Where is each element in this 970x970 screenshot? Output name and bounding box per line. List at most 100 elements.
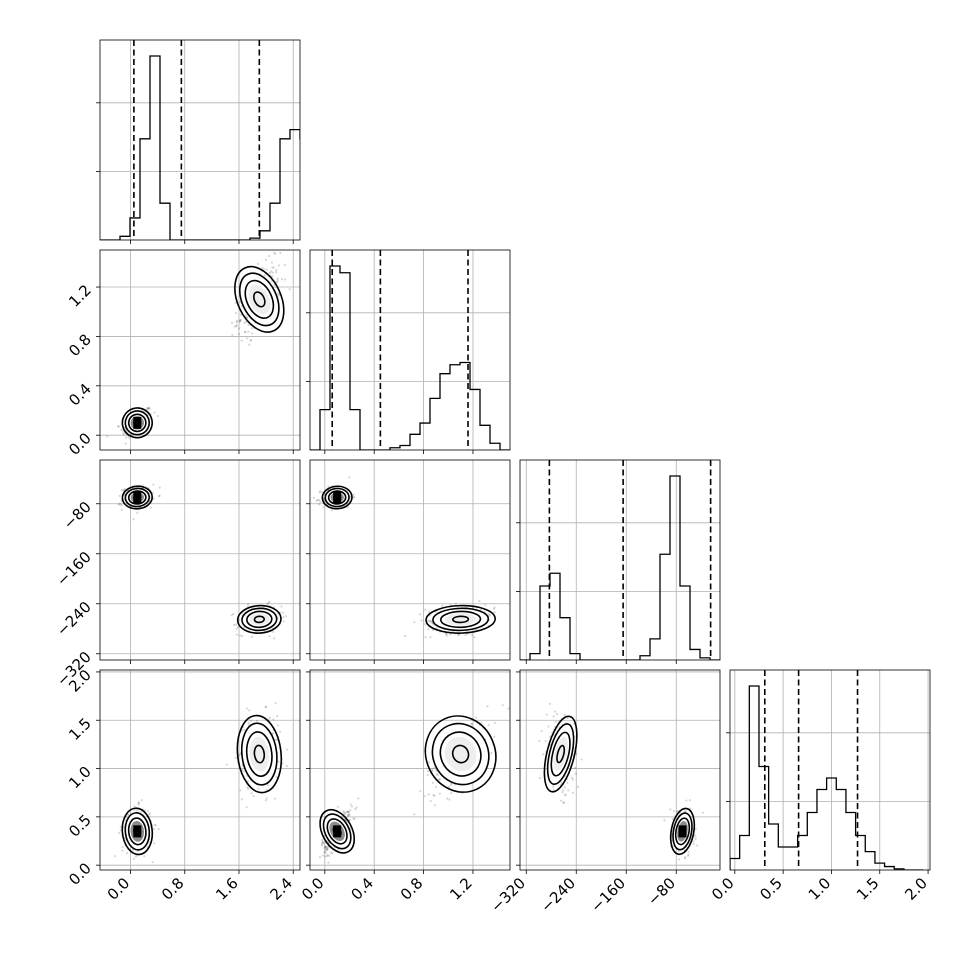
sample-point [271,271,274,274]
sample-point [264,705,267,709]
sample-point [331,852,334,855]
sample-point [157,494,161,498]
sample-point [152,483,155,486]
sample-point [153,823,156,826]
sample-point [252,794,255,798]
sample-points [106,251,291,445]
density-peak [678,825,687,838]
panel-1-1 [306,249,511,454]
sample-point [692,840,695,843]
sample-point [554,710,557,713]
contour-level-0 [236,714,283,794]
sample-point [283,263,286,267]
y-tick-label: 0.0 [65,429,95,459]
sample-point [431,769,434,773]
sample-point [343,813,346,816]
contour-level-1 [546,723,575,786]
sample-point [447,785,451,788]
sample-point [124,442,127,445]
sample-point [560,799,563,802]
sample-point [156,414,160,418]
sample-point [352,817,355,820]
sample-point [419,789,422,793]
sample-point [246,603,250,606]
contour-level-1 [238,272,280,327]
y-tick-label: 0.8 [65,331,95,361]
sample-point [429,636,432,639]
sample-point [433,794,436,797]
sample-point [327,485,330,488]
sample-point [276,714,279,718]
density-peak [333,491,342,504]
sample-point [148,813,151,816]
sample-point [245,707,248,710]
sample-point [128,436,131,440]
sample-point [133,805,136,808]
sample-point [245,806,248,809]
y-tick-label: 1.5 [65,714,95,744]
sample-point [336,805,339,808]
sample-point [326,854,329,858]
sample-point [683,856,687,859]
sample-point [273,251,276,254]
panel-1-0: 0.0 0.4 0.8 1.2 [65,249,301,459]
sample-point [347,815,350,818]
sample-point [445,632,448,636]
sample-point [685,799,688,802]
sample-point [158,494,161,497]
sample-point [134,855,137,858]
x-tick-label: 1.0 [805,874,835,904]
sample-point [349,803,352,806]
panel-0-0 [96,39,301,244]
sample-point [152,827,156,831]
sample-point [232,623,236,627]
sample-point [435,785,438,789]
sample-point [234,756,237,759]
sample-point [122,433,125,436]
sample-point [247,323,250,326]
sample-point [122,489,125,492]
contour-level-3 [452,615,470,624]
sample-point [268,271,272,274]
sample-point [238,320,241,323]
sample-point [413,813,416,816]
sample-point [573,766,577,769]
sample-point [326,853,329,856]
contour-level-3 [556,744,566,764]
sample-point [244,314,248,317]
sample-point [321,841,325,844]
sample-point [151,861,154,864]
sample-point [246,337,249,340]
sample-point [267,601,270,605]
sample-point [118,494,121,498]
sample-point [542,753,545,756]
sample-point [248,709,251,712]
sample-point [315,499,318,502]
density-core [445,613,477,626]
sample-point [136,511,139,514]
sample-point [677,858,681,861]
sample-point [267,784,270,787]
sample-point [263,274,266,277]
sample-point [265,789,268,792]
sample-point [436,774,439,777]
sample-point [146,809,150,813]
sample-point [347,810,350,814]
sample-point [240,339,243,342]
sample-point [288,288,291,291]
sample-point [152,497,155,500]
sample-point [318,491,321,494]
sample-point [235,627,238,630]
sample-point [272,718,275,721]
contour-level-1 [124,812,151,851]
contour-level-2 [439,731,482,777]
sample-point [450,792,453,795]
sample-point [688,799,692,802]
sample-point [274,252,277,256]
sample-point [239,634,242,637]
sample-point [262,268,265,271]
sample-point [548,702,551,705]
sample-point [349,809,352,812]
sample-point [325,848,328,851]
